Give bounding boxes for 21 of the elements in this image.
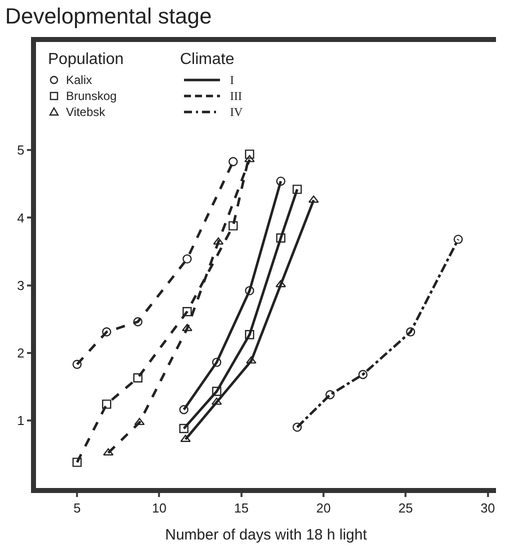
annotation: III bbox=[230, 89, 242, 103]
y-tick-label: 2 bbox=[17, 345, 24, 360]
legend-label: Kalix bbox=[66, 73, 92, 87]
x-tick-label: 25 bbox=[398, 500, 413, 516]
annotation: I bbox=[230, 73, 234, 87]
annotation: Climate bbox=[180, 51, 234, 68]
y-tick-label: 4 bbox=[17, 210, 24, 226]
x-tick-label: 20 bbox=[316, 500, 331, 516]
y-tick-label: 3 bbox=[17, 278, 24, 293]
legend-title: Population bbox=[48, 51, 124, 68]
legend-label: Vitebsk bbox=[66, 105, 106, 119]
legend-label: Brunskog bbox=[66, 89, 117, 103]
x-tick-label: 15 bbox=[234, 500, 249, 516]
x-tick-label: 30 bbox=[480, 500, 496, 516]
y-tick-label: 5 bbox=[17, 142, 24, 158]
chart-title: Developmental stage bbox=[5, 4, 212, 29]
x-tick-label: 5 bbox=[73, 500, 81, 516]
y-tick-label: 1 bbox=[17, 412, 24, 428]
x-axis-title: Number of days with 18 h light bbox=[165, 526, 368, 544]
annotation: IV bbox=[230, 105, 243, 119]
x-tick-label: 10 bbox=[152, 500, 166, 516]
